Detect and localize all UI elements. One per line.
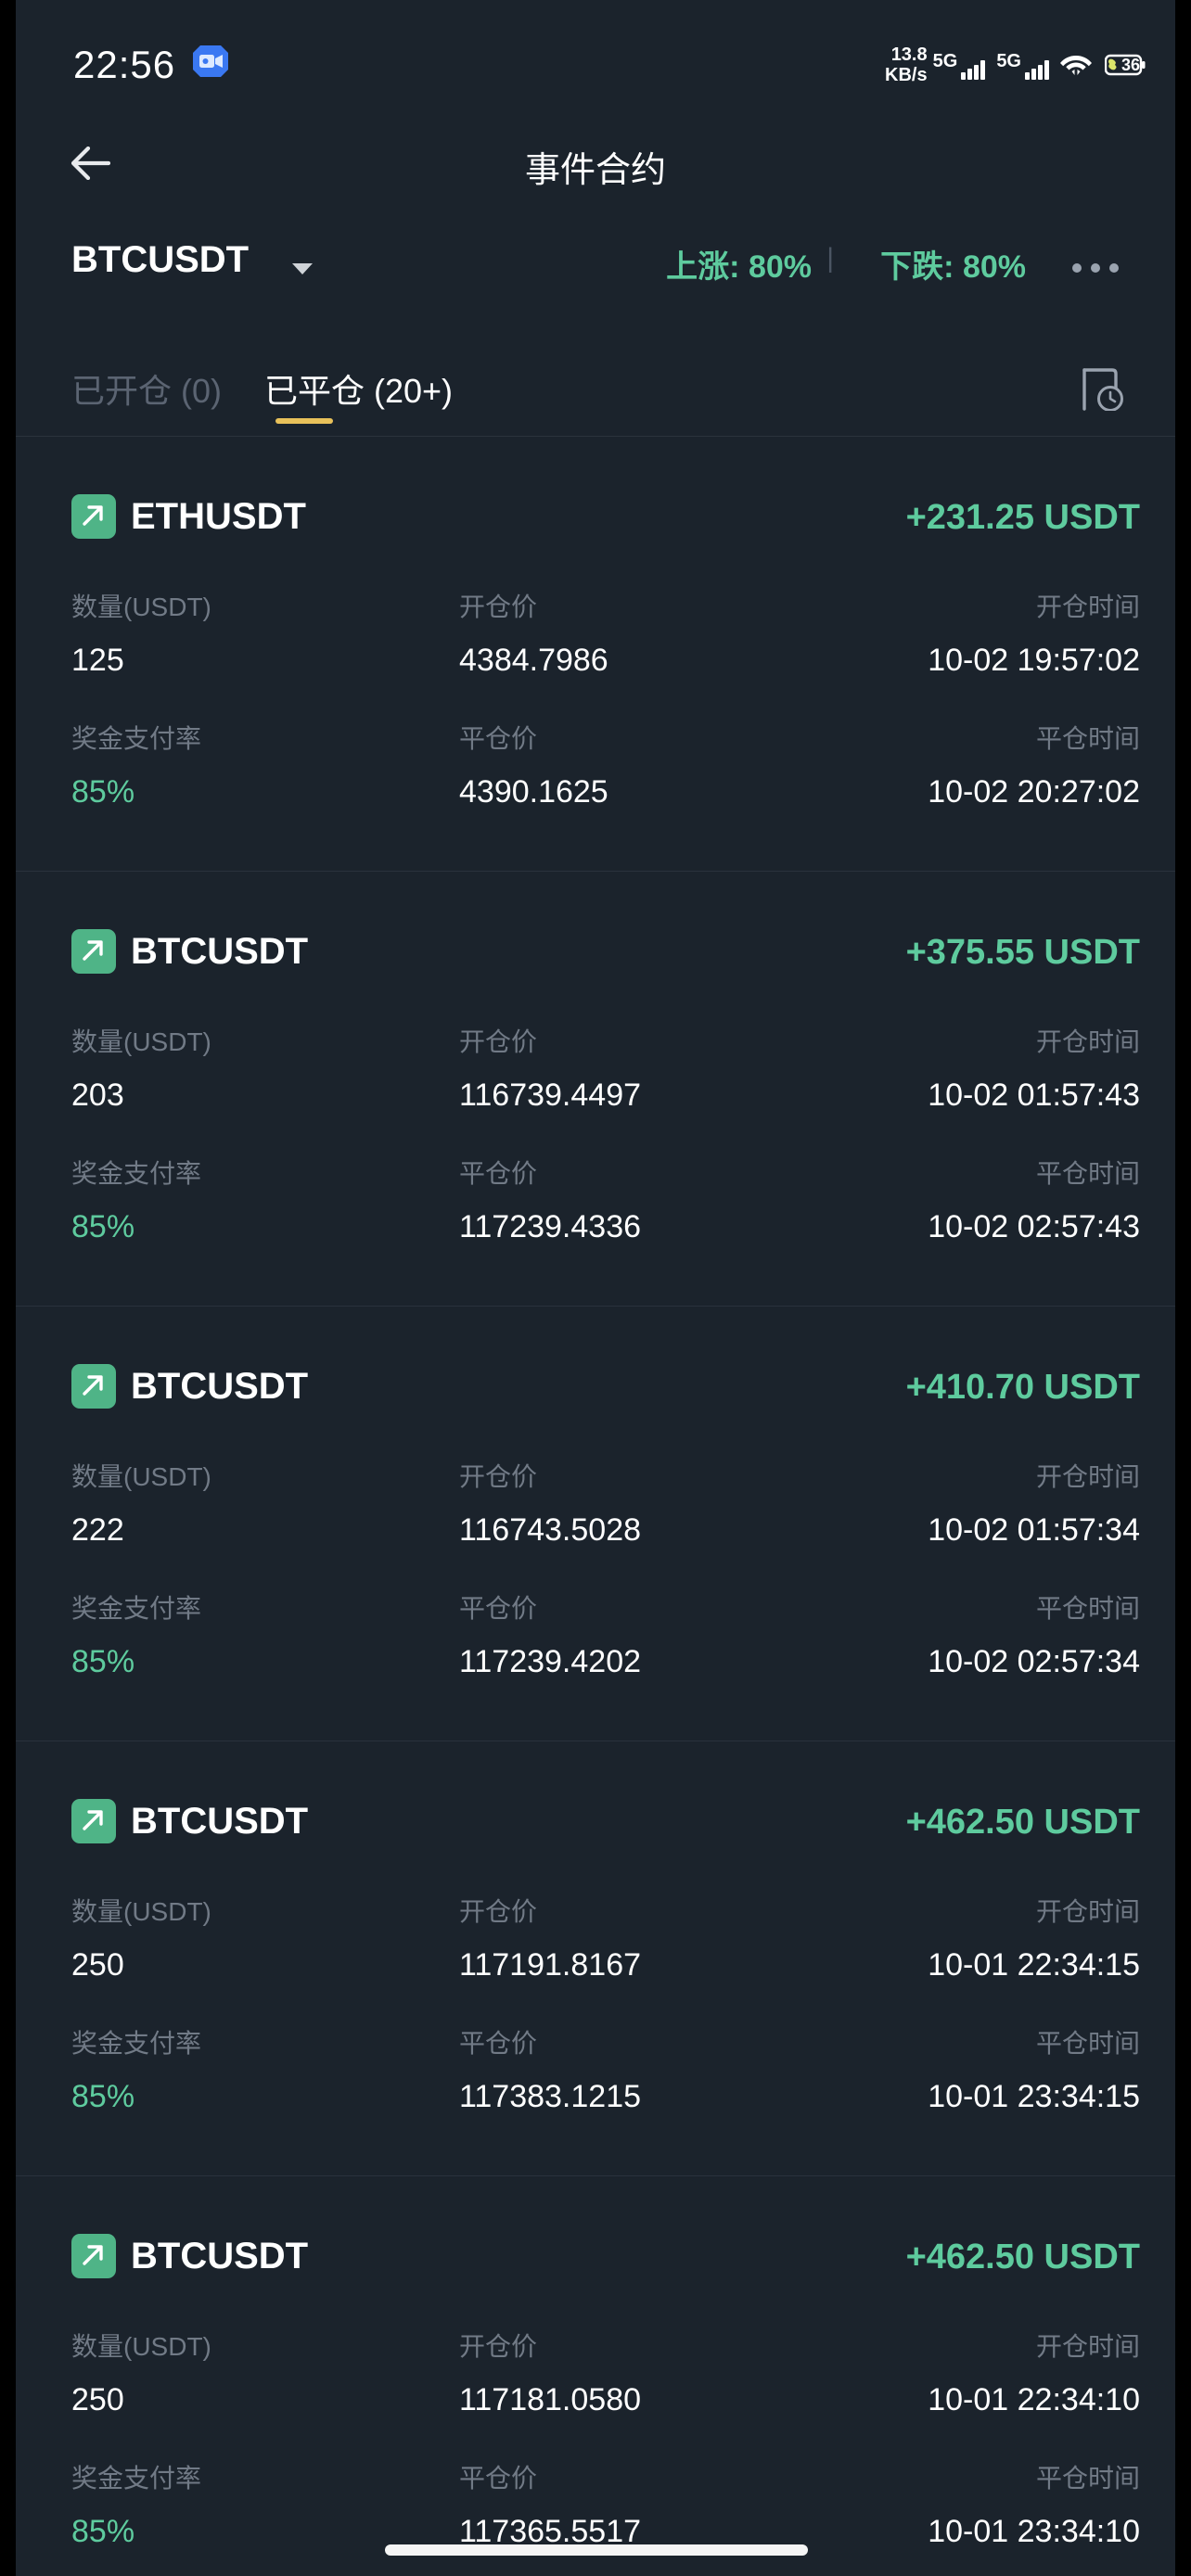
svg-text:36: 36 bbox=[1121, 56, 1140, 74]
